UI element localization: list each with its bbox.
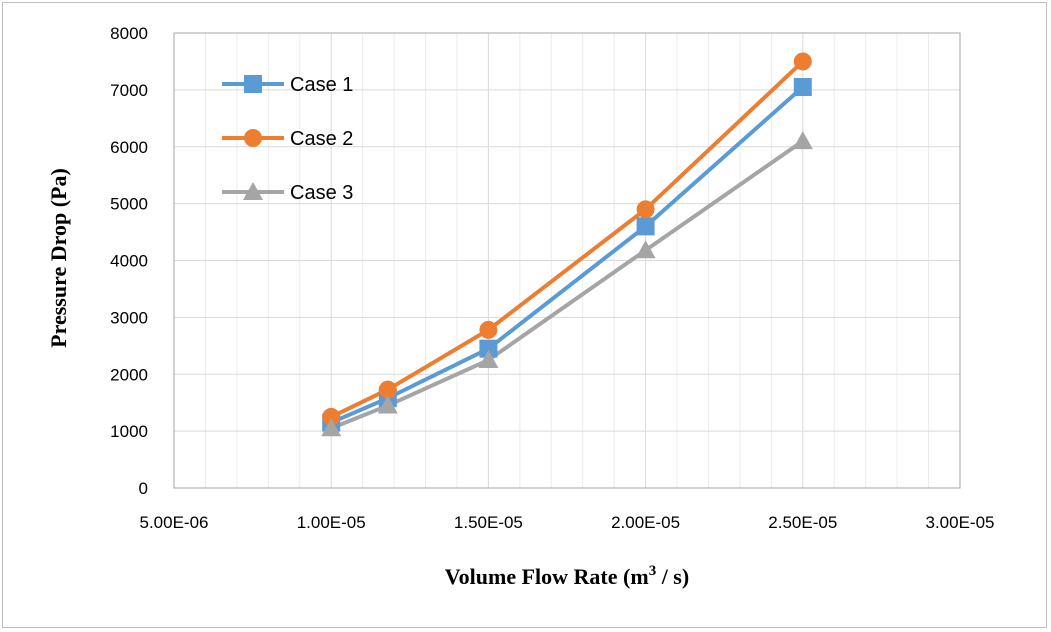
x-axis-title: Volume Flow Rate (m3 / s) (445, 563, 689, 589)
plot-area-border (173, 32, 961, 489)
y-tick-label: 1000 (110, 422, 148, 441)
data-point-case-2 (793, 52, 812, 71)
y-tick-labels: 0 1000 2000 3000 4000 5000 6000 7000 8000 (110, 24, 148, 498)
legend: Case 1 Case 2 Case 3 (222, 74, 353, 204)
y-tick-label: 7000 (110, 81, 148, 100)
data-point-case-3 (792, 131, 813, 150)
legend-marker-case-1 (244, 75, 262, 93)
legend-label-case-1: Case 1 (290, 74, 353, 96)
data-point-case-3 (377, 395, 398, 414)
data-point-case-1 (479, 339, 498, 358)
y-tick-label: 6000 (110, 138, 148, 157)
series-line-case-2 (330, 59, 805, 419)
x-tick-label: 1.50E-05 (454, 513, 523, 532)
legend-label-case-3: Case 3 (290, 182, 353, 204)
y-axis-title: Pressure Drop (Pa) (46, 168, 71, 348)
series-line-case-1 (330, 85, 805, 425)
legend-marker-case-3 (243, 182, 263, 200)
data-point-case-3 (635, 240, 656, 259)
data-point-case-1 (793, 78, 812, 97)
legend-label-case-2: Case 2 (290, 128, 353, 150)
data-point-case-2 (636, 200, 655, 219)
y-tick-label: 4000 (110, 252, 148, 271)
data-point-case-2 (378, 380, 397, 399)
series-line-case-3 (330, 139, 804, 431)
major-gridlines (173, 32, 961, 489)
y-tick-label: 2000 (110, 365, 148, 384)
x-tick-label: 3.00E-05 (926, 513, 995, 532)
series-lines (330, 59, 805, 431)
data-point-case-3 (321, 418, 342, 437)
y-tick-label: 5000 (110, 195, 148, 214)
data-point-case-2 (479, 320, 498, 339)
y-tick-label: 0 (139, 479, 148, 498)
y-tick-label: 8000 (110, 24, 148, 43)
data-point-case-2 (322, 407, 341, 426)
legend-marker-case-2 (244, 129, 262, 147)
series-markers (321, 52, 813, 437)
x-tick-label: 1.00E-05 (297, 513, 366, 532)
x-tick-label: 2.00E-05 (611, 513, 680, 532)
y-tick-label: 3000 (110, 308, 148, 327)
x-tick-labels: 5.00E-06 1.00E-05 1.50E-05 2.00E-05 2.50E-05… (140, 513, 995, 532)
x-tick-label: 5.00E-06 (140, 513, 209, 532)
data-point-case-1 (636, 217, 655, 236)
data-point-case-3 (478, 350, 499, 369)
x-tick-label: 2.50E-05 (768, 513, 837, 532)
